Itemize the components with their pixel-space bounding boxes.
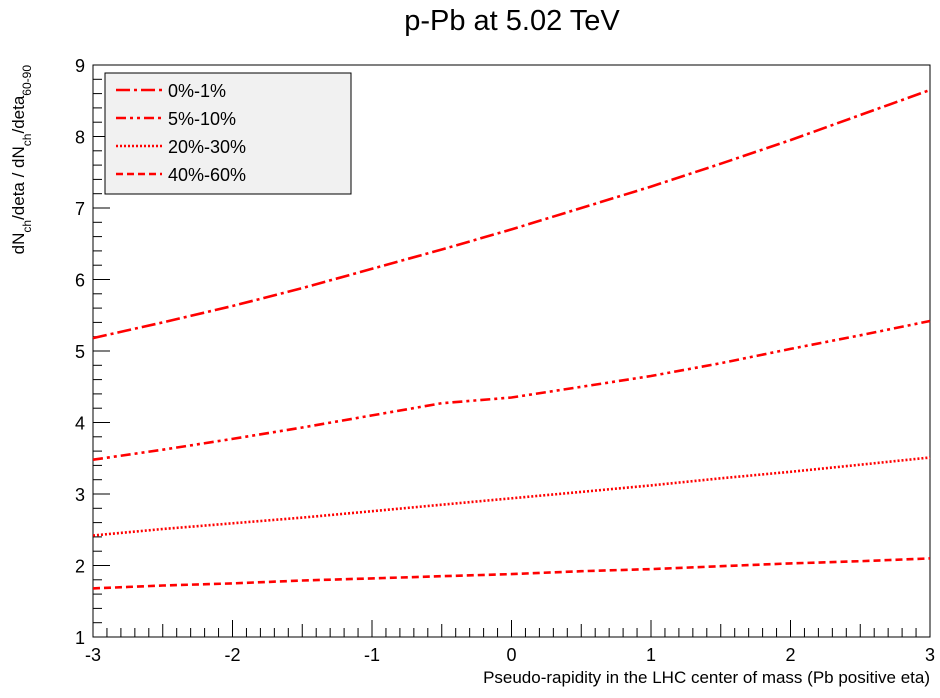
y-tick-label: 3 [75, 485, 85, 505]
y-tick-label: 8 [75, 128, 85, 148]
legend-label: 0%-1% [168, 81, 226, 101]
series-line [92, 319, 931, 461]
x-tick-label: 3 [925, 645, 935, 665]
x-axis-title: Pseudo-rapidity in the LHC center of mas… [483, 668, 930, 687]
y-axis-title: dNch/deta / dNch/deta60-90 [9, 65, 34, 255]
legend-label: 5%-10% [168, 109, 236, 129]
y-tick-label: 7 [75, 199, 85, 219]
y-axis-title-part: /deta [9, 95, 28, 133]
chart-title: p-Pb at 5.02 TeV [404, 5, 620, 37]
y-axis-title-part: ch [20, 134, 34, 147]
x-tick-label: -1 [364, 645, 380, 665]
series-line [92, 557, 931, 590]
series-line [92, 456, 931, 537]
series-line [92, 88, 931, 340]
y-axis-title-part: dN [9, 233, 28, 255]
y-axis-title-part: 60-90 [20, 65, 34, 96]
y-axis-title-part: /deta / dN [9, 146, 28, 220]
legend: 0%-1% 5%-10% 20%-30% 40%-60% [104, 72, 352, 195]
y-tick-label: 5 [75, 342, 85, 362]
y-tick-label: 4 [75, 414, 85, 434]
legend-label: 20%-30% [168, 137, 246, 157]
x-tick-label: 0 [506, 645, 516, 665]
x-tick-label: -3 [85, 645, 101, 665]
legend-box [104, 72, 352, 195]
series-layer [92, 88, 931, 590]
y-tick-label: 1 [75, 628, 85, 648]
y-axis-title-part: ch [20, 220, 34, 233]
x-axis: -3 -2 -1 0 1 2 3 [85, 620, 935, 665]
x-tick-label: 2 [785, 645, 795, 665]
x-tick-label: 1 [646, 645, 656, 665]
x-tick-label: -2 [224, 645, 240, 665]
y-axis: 1 2 3 4 5 6 7 8 9 [75, 56, 110, 648]
y-tick-label: 2 [75, 557, 85, 577]
y-tick-label: 9 [75, 56, 85, 76]
y-tick-label: 6 [75, 271, 85, 291]
legend-label: 40%-60% [168, 165, 246, 185]
